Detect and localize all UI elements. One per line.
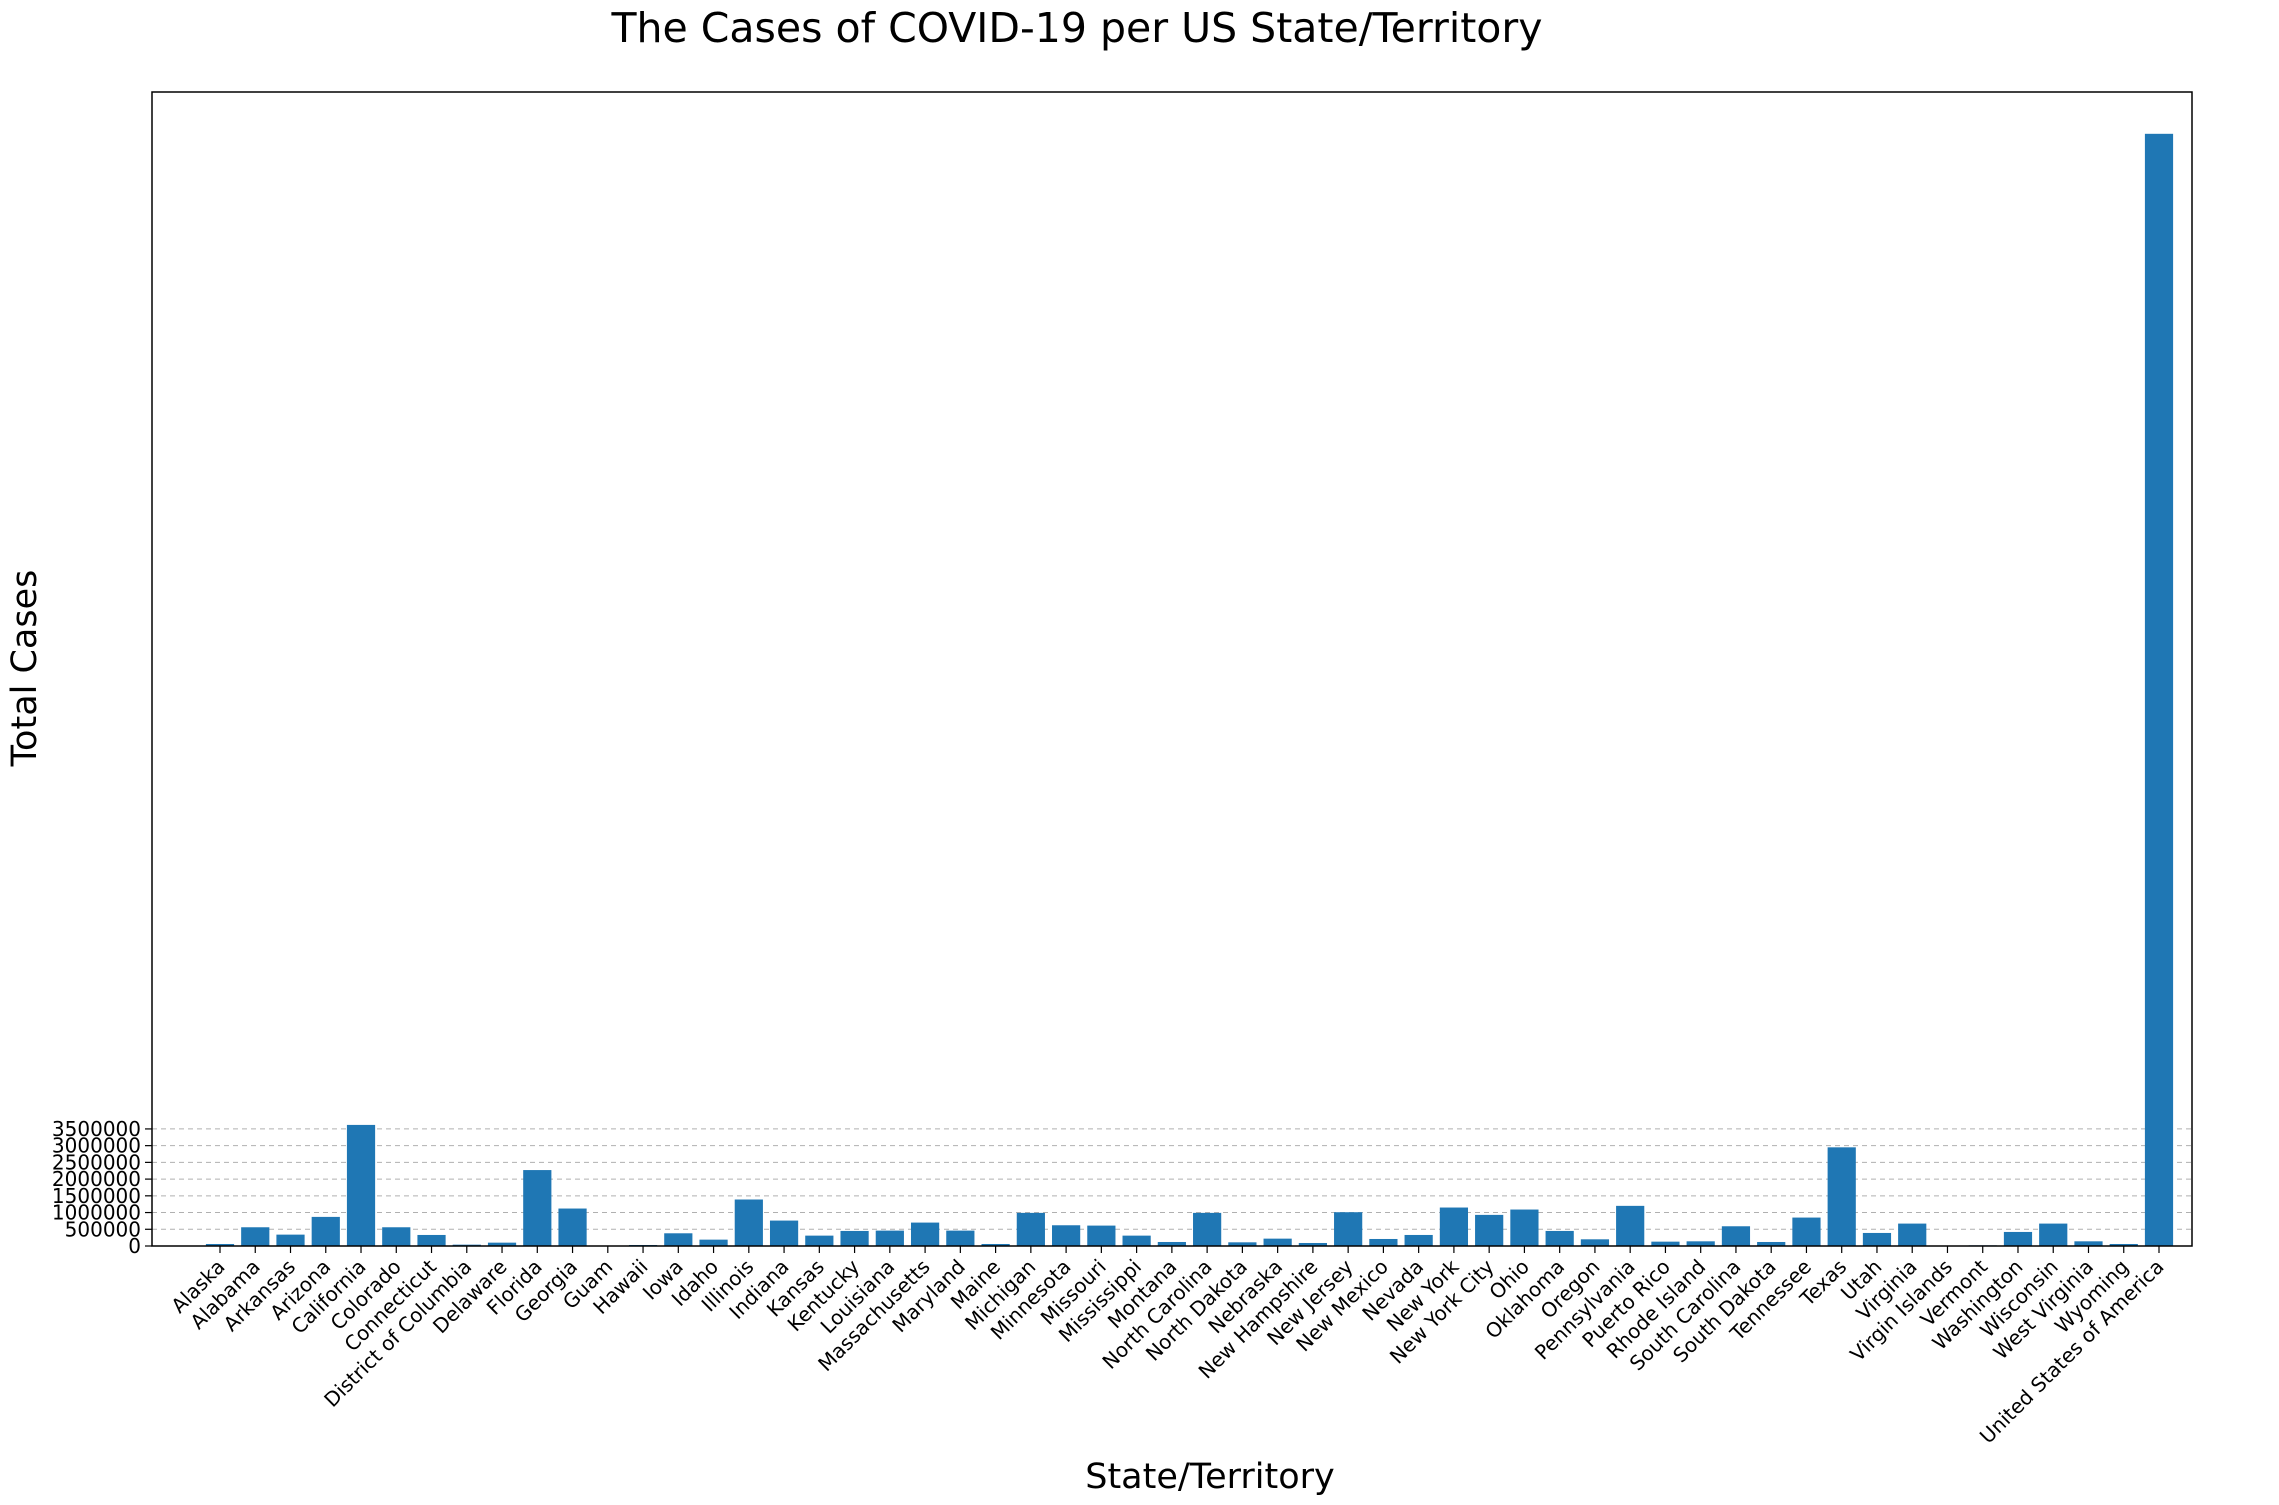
bar-indiana <box>769 1220 799 1246</box>
bar-kentucky <box>840 1230 869 1246</box>
bar-louisiana <box>875 1230 904 1246</box>
bar-south-dakota <box>1757 1241 1786 1246</box>
bar-wyoming <box>2109 1243 2138 1246</box>
bar-delaware <box>487 1242 517 1246</box>
bar-new-york <box>1439 1207 1469 1246</box>
bar-pennsylvania <box>1616 1205 1645 1246</box>
bar-north-carolina <box>1193 1212 1222 1246</box>
bar-georgia <box>558 1208 587 1246</box>
bar-puerto-rico <box>1651 1241 1680 1246</box>
bar-california <box>346 1124 376 1246</box>
bar-missouri <box>1087 1225 1116 1246</box>
bar-west-virginia <box>2074 1241 2103 1246</box>
bar-michigan <box>1016 1212 1045 1246</box>
bar-new-york-city <box>1475 1214 1504 1246</box>
bar-washington <box>2003 1231 2033 1246</box>
bar-illinois <box>734 1199 763 1246</box>
bar-tennessee <box>1792 1217 1821 1246</box>
bar-mississippi <box>1122 1235 1151 1246</box>
y-tick-label: 1000000 <box>52 1201 141 1225</box>
bars <box>205 133 2174 1246</box>
y-tick-label: 2000000 <box>52 1167 141 1191</box>
x-axis-label: State/Territory <box>1085 1457 1335 1497</box>
bar-wisconsin <box>2039 1223 2068 1246</box>
bar-oklahoma <box>1545 1230 1574 1246</box>
bar-alabama <box>241 1227 270 1246</box>
bar-south-carolina <box>1721 1226 1751 1246</box>
bar-arkansas <box>276 1234 305 1246</box>
bar-ohio <box>1510 1209 1539 1246</box>
y-axis-ticks: 0500000100000015000002000000250000030000… <box>52 1117 152 1258</box>
bar-utah <box>1862 1232 1892 1246</box>
bar-arizona <box>311 1216 340 1246</box>
bar-nebraska <box>1263 1238 1292 1246</box>
y-tick-label: 500000 <box>65 1217 141 1241</box>
bar-oregon <box>1580 1239 1610 1246</box>
bar-connecticut <box>417 1234 446 1246</box>
bar-united-states-of-america <box>2144 133 2174 1246</box>
bar-florida <box>523 1170 552 1246</box>
y-tick-label: 1500000 <box>52 1184 141 1208</box>
bar-new-jersey <box>1334 1212 1363 1246</box>
bar-rhode-island <box>1686 1241 1715 1246</box>
bar-nevada <box>1404 1234 1433 1246</box>
bar-maine <box>981 1243 1010 1246</box>
chart-title: The Cases of COVID-19 per US State/Terri… <box>611 4 1543 52</box>
bar-colorado <box>382 1227 411 1246</box>
bar-new-hampshire <box>1298 1242 1327 1246</box>
y-axis-label: Total Cases <box>5 570 45 768</box>
bar-texas <box>1827 1147 1856 1246</box>
bar-minnesota <box>1052 1225 1081 1246</box>
bar-idaho <box>699 1239 728 1246</box>
bar-iowa <box>664 1233 693 1246</box>
y-tick-label: 3000000 <box>52 1134 141 1158</box>
bar-montana <box>1157 1241 1186 1246</box>
bar-new-mexico <box>1369 1238 1398 1246</box>
bar-north-dakota <box>1228 1242 1257 1246</box>
y-tick-label: 3500000 <box>52 1117 141 1141</box>
y-tick-label: 0 <box>128 1234 141 1258</box>
bar-alaska <box>205 1243 235 1246</box>
bar-kansas <box>805 1235 834 1246</box>
bar-massachusetts <box>910 1222 940 1246</box>
bar-virginia <box>1898 1223 1927 1246</box>
y-tick-label: 2500000 <box>52 1150 141 1174</box>
bar-maryland <box>946 1230 975 1246</box>
